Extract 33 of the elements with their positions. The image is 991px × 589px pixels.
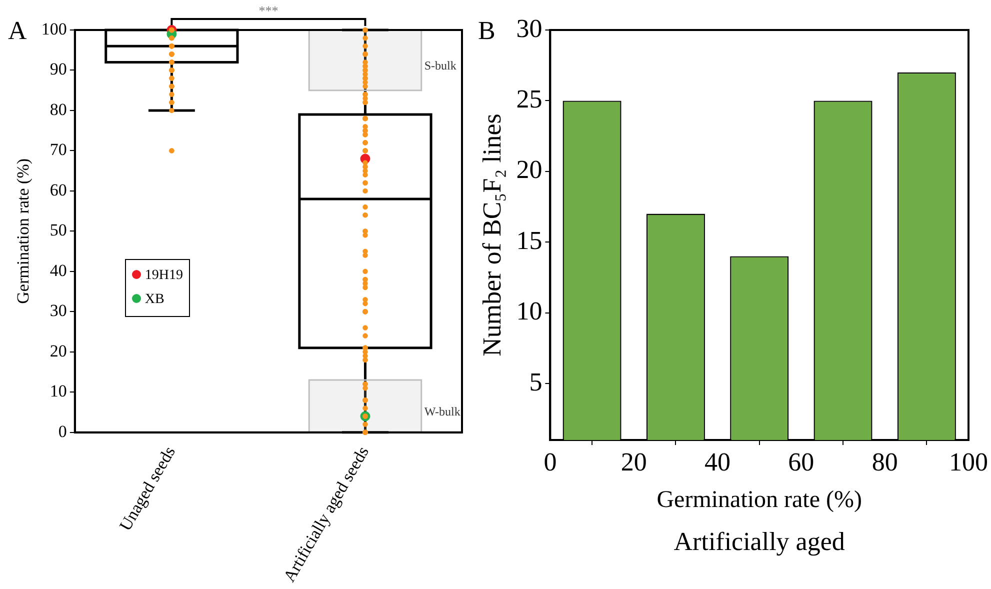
y-axis-title: Number of BC₅F₂ lines [477,114,506,356]
y-tick-label: 0 [58,422,67,441]
y-tick-label: 80 [50,100,67,119]
text: Artificially aged [672,527,846,557]
y-tick-label: 20 [516,155,542,184]
legend-label: 19H19 [144,267,184,286]
y-axis-title: Germination rate (%) [14,158,33,304]
x-axis-title: Germination rate (%) [656,486,862,513]
y-tick-label: 30 [50,301,67,320]
chart-title: B [478,16,496,45]
y-tick-label: 10 [50,382,67,401]
y-tick-label: 100 [41,19,67,38]
y-tick-label: 90 [50,60,67,79]
text: *** [258,2,278,18]
x-tick-label: 40 [704,447,731,476]
y-tick-label: 40 [50,260,67,280]
y-tick-label: 5 [529,367,542,396]
y-tick-label: 10 [516,296,542,326]
band-label: S-bulk [424,58,456,72]
y-tick-label: 60 [50,180,67,200]
legend-label: XB [144,291,166,310]
y-tick-label: 15 [516,226,542,255]
x-tick-label: 20 [620,447,647,476]
chart-title: A [8,16,27,45]
y-tick-label: 25 [516,84,542,114]
y-tick-label: 20 [50,341,67,360]
y-tick-label: 50 [50,220,67,240]
y-tick-label: 30 [516,14,542,43]
y-tick-label: 70 [50,140,67,160]
x-tick-label: 80 [872,447,898,476]
x-tick-label: 60 [788,447,814,476]
band-label: W-bulk [424,404,460,418]
x-tick-label: 100 [949,447,988,476]
